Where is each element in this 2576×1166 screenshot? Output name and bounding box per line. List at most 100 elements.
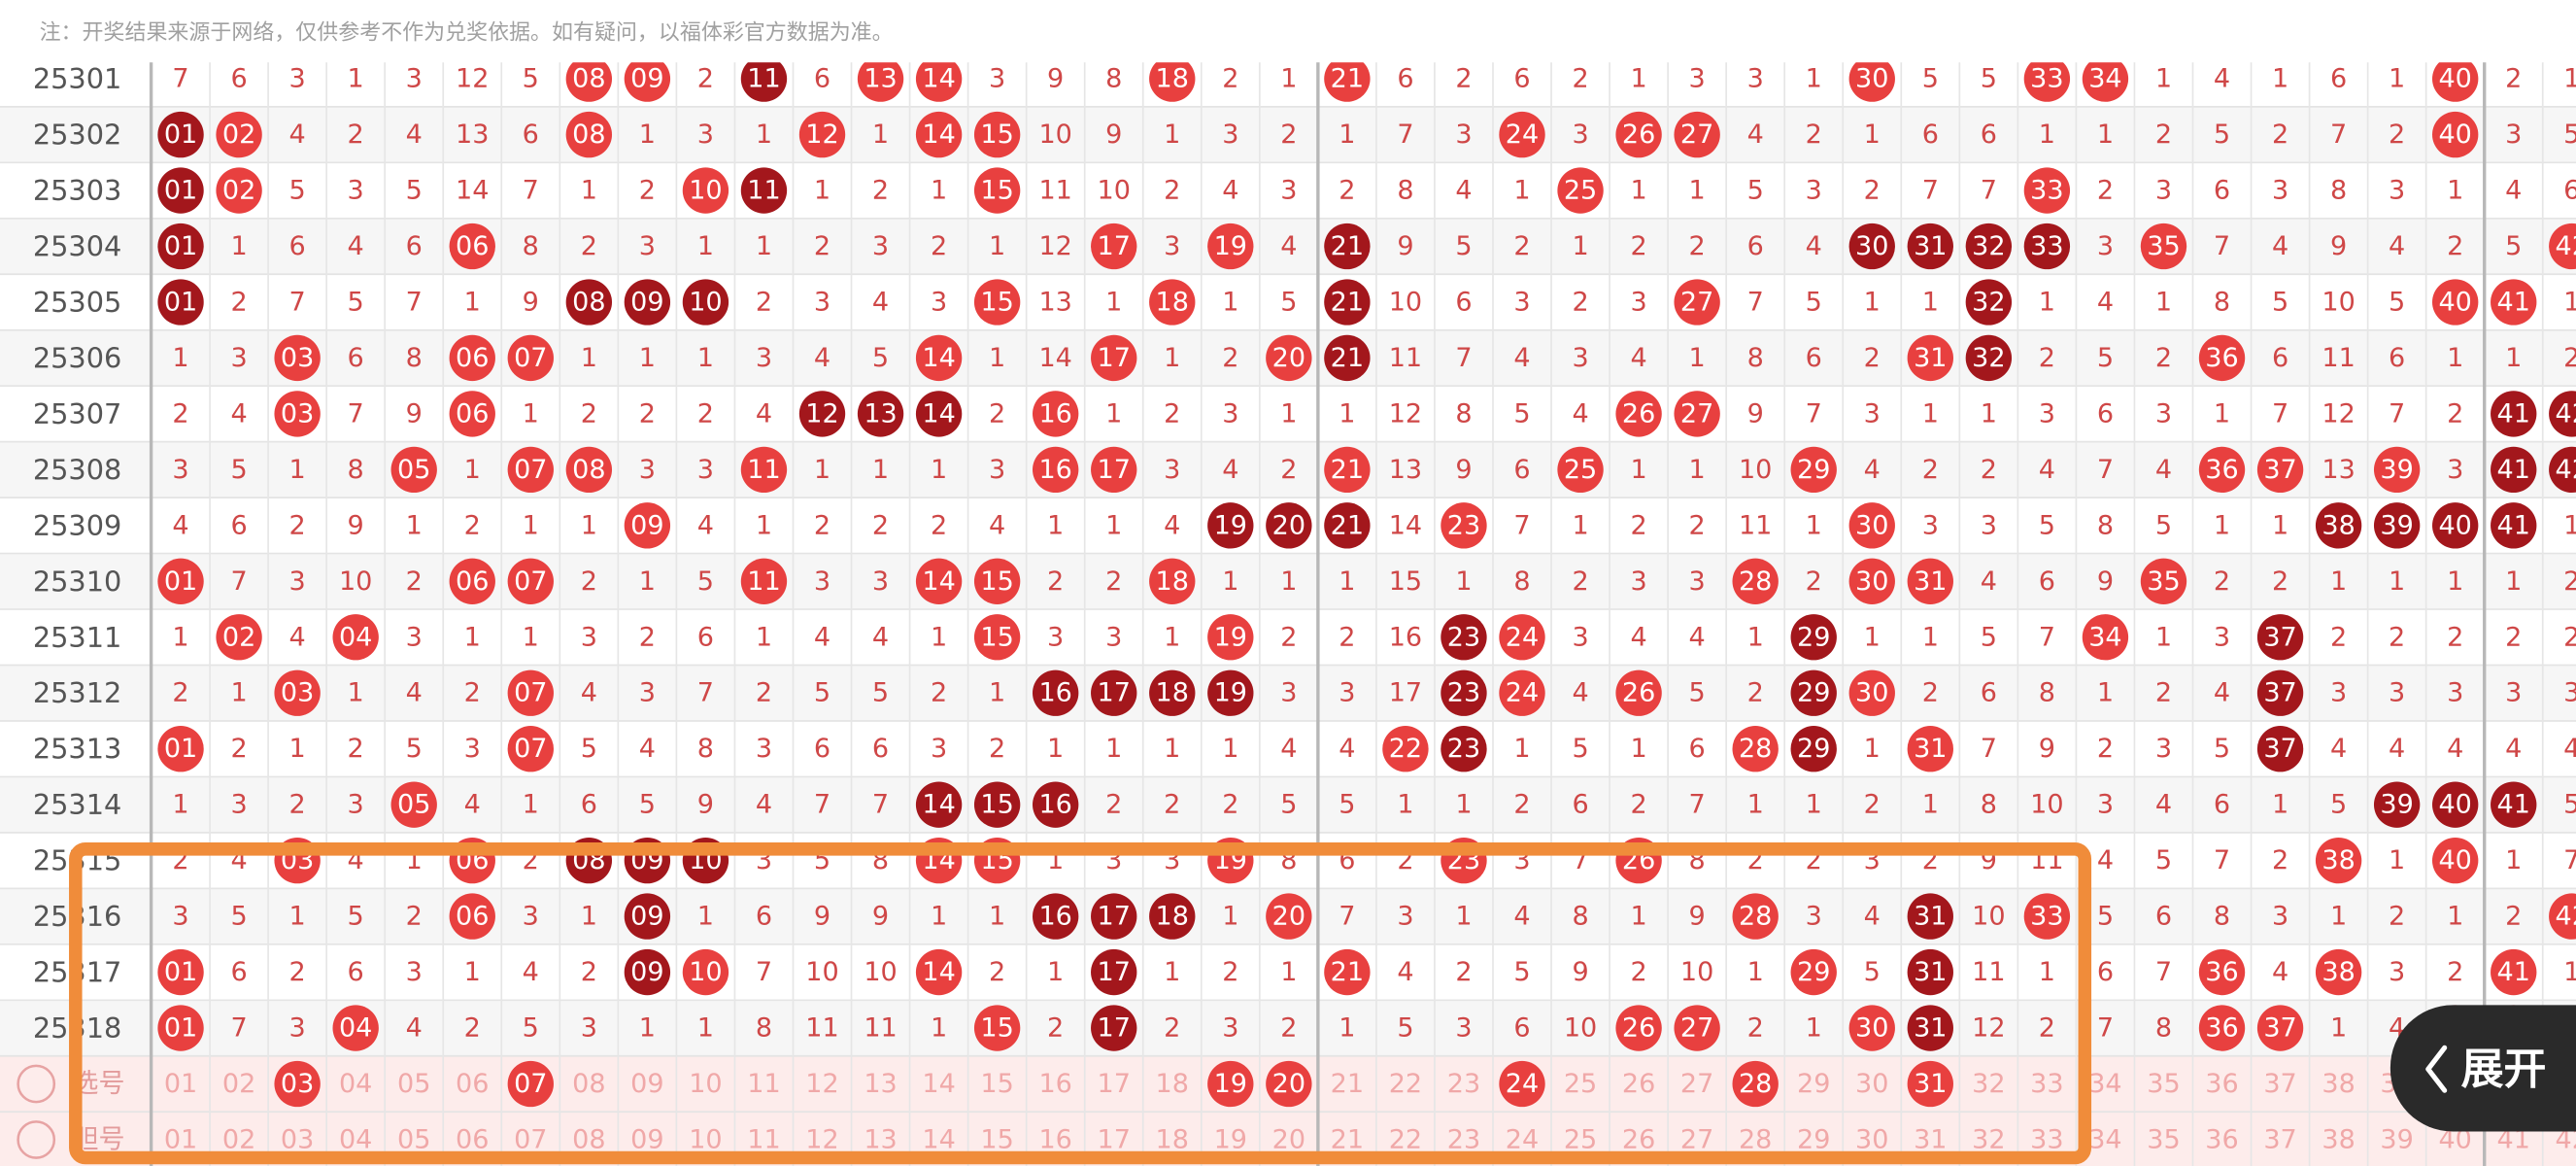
ball[interactable] [507,1060,554,1108]
pick-number[interactable]: 12 [805,1069,838,1099]
pick-cell[interactable]: 14 [922,1124,955,1154]
pick-number[interactable]: 27 [1680,1069,1713,1099]
pick-number[interactable]: 35 [2147,1124,2180,1154]
pick-number[interactable]: 28 [1739,1069,1772,1099]
pick-cell[interactable]: 09 [630,1069,663,1099]
pick-cell[interactable]: 21 [1331,1069,1364,1099]
pick-cell[interactable]: 05 [397,1124,430,1154]
pick-cell[interactable]: 09 [630,1124,663,1154]
pick-cell[interactable]: 28 [1732,1060,1779,1108]
pick-number[interactable]: 11 [747,1069,780,1099]
pick-number[interactable]: 32 [1972,1124,2005,1154]
pick-cell[interactable]: 24 [1506,1124,1539,1154]
pick-cell[interactable]: 02 [222,1124,255,1154]
pick-cell[interactable]: 06 [456,1124,489,1154]
ball[interactable] [1732,1060,1779,1108]
pick-cell[interactable]: 27 [1680,1069,1713,1099]
pick-cell[interactable]: 34 [2088,1069,2121,1099]
pick-cell[interactable]: 11 [747,1124,780,1154]
pick-number[interactable]: 04 [339,1124,372,1154]
pick-cell[interactable]: 21 [1331,1124,1364,1154]
pick-number[interactable]: 32 [1972,1069,2005,1099]
pick-number[interactable]: 30 [1855,1069,1888,1099]
pick-cell[interactable]: 05 [397,1069,430,1099]
pick-cell[interactable]: 26 [1622,1124,1655,1154]
pick-number[interactable]: 25 [1564,1069,1597,1099]
pick-cell[interactable]: 08 [572,1124,605,1154]
pick-number[interactable]: 01 [164,1069,197,1099]
pick-cell[interactable]: 07 [507,1060,554,1108]
pick-number[interactable]: 01 [164,1124,197,1154]
pick-cell[interactable]: 22 [1389,1069,1422,1099]
pick-number[interactable]: 29 [1797,1069,1830,1099]
pick-cell[interactable]: 12 [805,1069,838,1099]
pick-number[interactable]: 26 [1622,1069,1655,1099]
pick-number[interactable]: 24 [1506,1124,1539,1154]
pick-number[interactable]: 19 [1214,1124,1247,1154]
pick-cell[interactable]: 12 [805,1124,838,1154]
pick-number[interactable]: 02 [222,1124,255,1154]
pick-number[interactable]: 33 [2030,1069,2063,1099]
pick-cell[interactable]: 18 [1156,1124,1189,1154]
pick-cell[interactable]: 02 [222,1069,255,1099]
pick-cell[interactable]: 29 [1797,1124,1830,1154]
pick-number[interactable]: 26 [1622,1124,1655,1154]
pick-number[interactable]: 20 [1272,1069,1305,1099]
expand-button[interactable]: 展开 [2390,1005,2576,1132]
pick-number[interactable]: 34 [2088,1069,2121,1099]
pick-cell[interactable]: 28 [1739,1124,1772,1154]
pick-cell[interactable]: 31 [1907,1060,1953,1108]
pick-cell[interactable]: 39 [2380,1124,2413,1154]
pick-cell[interactable]: 07 [514,1124,547,1154]
pick-number[interactable]: 42 [2556,1124,2576,1154]
pick-number[interactable]: 31 [1914,1069,1947,1099]
pick-cell[interactable]: 19 [1214,1124,1247,1154]
pick-cell[interactable]: 16 [1038,1069,1071,1099]
pick-number[interactable]: 37 [2263,1124,2296,1154]
pick-cell[interactable]: 13 [864,1124,897,1154]
pick-cell[interactable]: 38 [2322,1124,2355,1154]
pick-number[interactable]: 18 [1156,1124,1189,1154]
ball[interactable] [274,1060,321,1108]
pick-cell[interactable]: 01 [164,1124,197,1154]
pick-cell[interactable]: 25 [1564,1124,1597,1154]
pick-cell[interactable]: 37 [2263,1124,2296,1154]
pick-number[interactable]: 24 [1506,1069,1539,1099]
button-label[interactable]: 展开 [2461,1045,2547,1094]
pick-number[interactable]: 15 [980,1069,1013,1099]
pick-number[interactable]: 14 [922,1124,955,1154]
pick-cell[interactable]: 23 [1447,1069,1480,1099]
pick-number[interactable]: 23 [1447,1124,1480,1154]
pick-cell[interactable]: 06 [456,1069,489,1099]
pick-number[interactable]: 09 [630,1069,663,1099]
pick-number[interactable]: 05 [397,1124,430,1154]
pick-number[interactable]: 18 [1156,1069,1189,1099]
pick-number[interactable]: 28 [1739,1124,1772,1154]
pick-number[interactable]: 03 [281,1069,314,1099]
pick-cell[interactable]: 37 [2263,1069,2296,1099]
pick-number[interactable]: 06 [456,1124,489,1154]
pick-number[interactable]: 10 [689,1069,722,1099]
pick-number[interactable]: 39 [2380,1124,2413,1154]
pick-cell[interactable]: 19 [1207,1060,1254,1108]
pick-cell[interactable]: 01 [164,1069,197,1099]
pick-cell[interactable]: 42 [2556,1124,2576,1154]
pick-cell[interactable]: 33 [2030,1124,2063,1154]
pick-toggle[interactable] [17,1064,56,1104]
pick-number[interactable]: 06 [456,1069,489,1099]
pick-number[interactable]: 33 [2030,1124,2063,1154]
pick-cell[interactable]: 32 [1972,1069,2005,1099]
pick-cell[interactable]: 03 [281,1124,314,1154]
pick-number[interactable]: 11 [747,1124,780,1154]
pick-cell[interactable]: 17 [1098,1069,1131,1099]
pick-cell[interactable]: 38 [2322,1069,2355,1099]
pick-number[interactable]: 07 [514,1124,547,1154]
pick-number[interactable]: 27 [1680,1124,1713,1154]
pick-cell[interactable]: 15 [980,1069,1013,1099]
pick-cell[interactable]: 13 [864,1069,897,1099]
pick-number[interactable]: 22 [1389,1124,1422,1154]
pick-cell[interactable]: 10 [689,1124,722,1154]
pick-number[interactable]: 17 [1098,1124,1131,1154]
pick-number[interactable]: 16 [1038,1069,1071,1099]
pick-number[interactable]: 30 [1855,1124,1888,1154]
